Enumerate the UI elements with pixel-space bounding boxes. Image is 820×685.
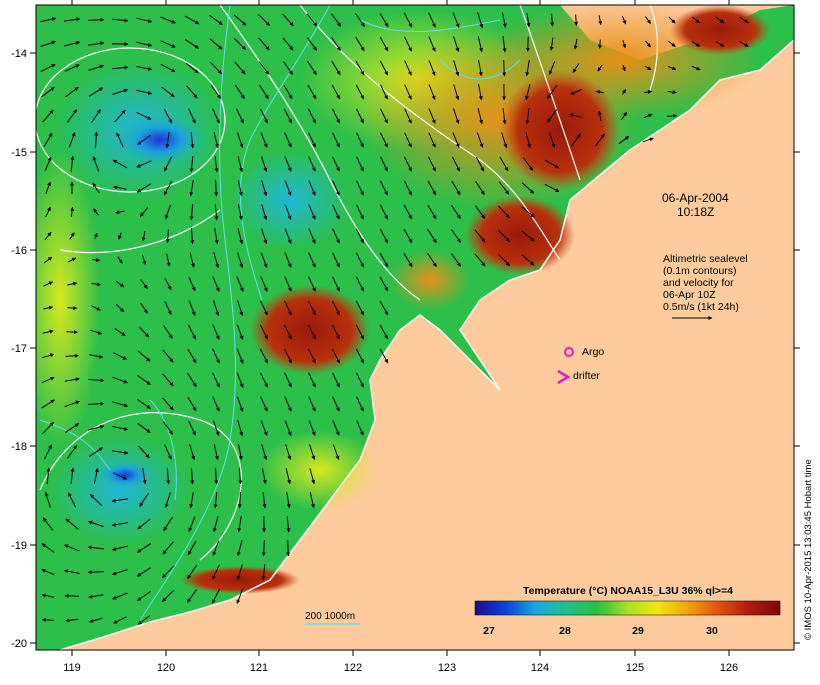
colorbar-title: Temperature (°C) NOAA15_L3U 36% ql>=4 — [523, 585, 733, 597]
colorbar-tick-label: 29 — [632, 625, 644, 637]
time-label: 10:18Z — [677, 205, 714, 219]
longitude-tick-label: 122 — [344, 662, 362, 674]
colorbar-tick-label: 27 — [483, 625, 495, 637]
credit-text: © IMOS 10-Apr-2015 13:03:45 Hobart time — [803, 459, 814, 640]
latitude-tick-label: -16 — [11, 245, 27, 257]
date-label: 06-Apr-2004 — [662, 191, 729, 205]
longitude-tick-label: 123 — [438, 662, 456, 674]
isobath-depth-label: 200 1000m — [305, 611, 355, 622]
longitude-tick-label: 120 — [157, 662, 175, 674]
latitude-tick-label: -14 — [11, 48, 27, 60]
latitude-tick-label: -18 — [11, 441, 27, 453]
colorbar — [475, 601, 780, 615]
latitude-tick-label: -19 — [11, 540, 27, 552]
note-line-4: 06-Apr 10Z — [663, 289, 716, 301]
velocity-arrow-icon — [504, 60, 505, 76]
argo-label: Argo — [582, 346, 604, 358]
note-line-1: Altimetric sealevel — [663, 253, 748, 265]
longitude-tick-label: 125 — [626, 662, 644, 674]
longitude-tick-label: 124 — [531, 662, 549, 674]
note-line-5: 0.5m/s (1kt 24h) — [663, 301, 739, 313]
velocity-arrow-icon — [600, 40, 601, 49]
latitude-tick-label: -20 — [11, 638, 27, 650]
drifter-label: drifter — [573, 370, 600, 382]
longitude-tick-label: 126 — [720, 662, 738, 674]
colorbar-tick-label: 30 — [706, 625, 718, 637]
latitude-tick-label: -17 — [11, 343, 27, 355]
note-line-3: and velocity for — [663, 277, 734, 289]
longitude-tick-label: 121 — [250, 662, 268, 674]
colorbar-tick-label: 28 — [559, 625, 571, 637]
velocity-arrow-icon — [667, 116, 677, 117]
note-line-2: (0.1m contours) — [663, 265, 737, 277]
latitude-tick-label: -15 — [11, 147, 27, 159]
longitude-tick-label: 119 — [63, 662, 81, 674]
velocity-arrow-icon — [288, 540, 289, 556]
